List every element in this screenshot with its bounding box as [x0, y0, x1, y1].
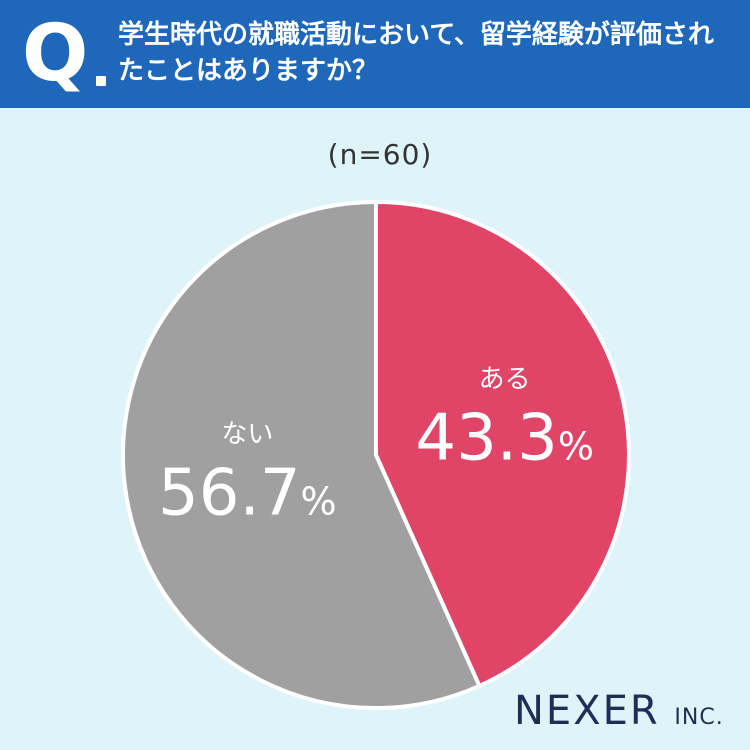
pie-slice-no: [121, 200, 482, 710]
q-dot-icon: [96, 76, 106, 86]
brand-logo: NEXER INC.: [514, 688, 724, 734]
slice-value-label: 56.7%: [158, 456, 337, 530]
brand-name: NEXER: [514, 688, 660, 734]
question-header: Q 学生時代の就職活動において、留学経験が評価されたことはありますか？: [0, 0, 750, 108]
pie-slice-yes: [374, 200, 631, 688]
slice-label-group: ない 56.7%: [158, 419, 337, 530]
slice-value-label: 43.3%: [415, 402, 594, 476]
slice-label-group: ある 43.3%: [415, 365, 594, 476]
slice-category-label: ない: [221, 419, 273, 449]
brand-suffix: INC.: [674, 705, 724, 730]
q-letter: Q: [22, 9, 89, 99]
slice-category-label: ある: [479, 365, 531, 395]
sample-size-label: (n=60): [327, 138, 433, 171]
question-text: 学生時代の就職活動において、留学経験が評価されたことはありますか？: [118, 20, 714, 86]
